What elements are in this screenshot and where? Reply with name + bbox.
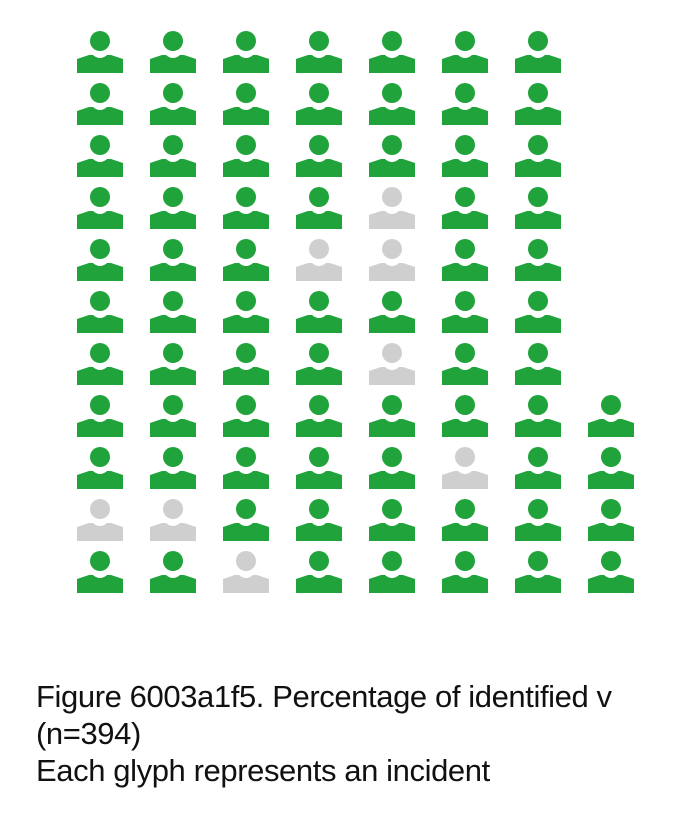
person-icon-identified — [296, 135, 342, 177]
person-icon-identified — [150, 187, 196, 229]
person-icon-identified — [223, 31, 269, 73]
person-icon-identified — [369, 551, 415, 593]
person-icon-identified — [515, 343, 561, 385]
person-icon-unidentified — [296, 239, 342, 281]
person-icon-identified — [296, 551, 342, 593]
person-icon-identified — [588, 447, 634, 489]
person-icon-identified — [369, 447, 415, 489]
person-icon-identified — [296, 499, 342, 541]
person-icon-identified — [369, 83, 415, 125]
person-icon-identified — [223, 187, 269, 229]
person-icon-unidentified — [150, 499, 196, 541]
person-icon-identified — [77, 395, 123, 437]
person-icon-identified — [515, 447, 561, 489]
person-icon-identified — [588, 395, 634, 437]
person-icon-identified — [369, 499, 415, 541]
person-icon-identified — [296, 447, 342, 489]
person-icon-identified — [442, 239, 488, 281]
chart-caption: Figure 6003a1f5. Percentage of identifie… — [36, 678, 699, 789]
person-icon-identified — [223, 135, 269, 177]
person-icon-identified — [223, 447, 269, 489]
person-icon-identified — [515, 291, 561, 333]
person-icon-identified — [515, 395, 561, 437]
person-icon-identified — [77, 135, 123, 177]
person-icon-identified — [150, 447, 196, 489]
person-icon-unidentified — [369, 187, 415, 229]
person-icon-identified — [223, 499, 269, 541]
person-icon-identified — [77, 31, 123, 73]
person-icon-identified — [77, 239, 123, 281]
person-icon-identified — [369, 291, 415, 333]
person-icon-identified — [150, 31, 196, 73]
person-icon-identified — [296, 83, 342, 125]
person-icon-identified — [296, 31, 342, 73]
person-icon-identified — [369, 135, 415, 177]
person-icon-identified — [150, 291, 196, 333]
person-icon-identified — [223, 291, 269, 333]
person-icon-identified — [296, 187, 342, 229]
person-icon-identified — [296, 343, 342, 385]
person-icon-identified — [223, 239, 269, 281]
person-icon-identified — [515, 499, 561, 541]
person-icon-identified — [150, 135, 196, 177]
person-icon-identified — [150, 83, 196, 125]
person-icon-identified — [515, 135, 561, 177]
person-icon-identified — [150, 239, 196, 281]
person-icon-identified — [296, 395, 342, 437]
person-icon-unidentified — [369, 343, 415, 385]
person-icon-identified — [77, 343, 123, 385]
person-icon-unidentified — [77, 499, 123, 541]
chart-note: Each glyph represents an incident — [36, 753, 490, 788]
person-icon-identified — [442, 291, 488, 333]
person-icon-identified — [150, 343, 196, 385]
person-icon-unidentified — [223, 551, 269, 593]
person-icon-identified — [588, 499, 634, 541]
person-icon-identified — [515, 83, 561, 125]
person-icon-identified — [77, 551, 123, 593]
person-icon-unidentified — [369, 239, 415, 281]
person-icon-identified — [442, 551, 488, 593]
person-icon-identified — [150, 395, 196, 437]
person-icon-identified — [515, 187, 561, 229]
pictograph-chart — [77, 31, 634, 593]
person-icon-identified — [442, 395, 488, 437]
person-icon-identified — [588, 551, 634, 593]
person-icon-identified — [369, 31, 415, 73]
person-icon-identified — [442, 31, 488, 73]
person-icon-identified — [442, 343, 488, 385]
person-icon-identified — [77, 447, 123, 489]
person-icon-identified — [515, 239, 561, 281]
person-icon-identified — [442, 135, 488, 177]
person-icon-unidentified — [442, 447, 488, 489]
person-icon-identified — [296, 291, 342, 333]
chart-subtitle: (n=394) — [36, 716, 141, 751]
person-icon-identified — [515, 551, 561, 593]
person-icon-identified — [77, 291, 123, 333]
person-icon-identified — [442, 83, 488, 125]
person-icon-identified — [515, 31, 561, 73]
person-icon-identified — [442, 499, 488, 541]
person-icon-identified — [442, 187, 488, 229]
person-icon-identified — [223, 395, 269, 437]
person-icon-identified — [77, 83, 123, 125]
person-icon-identified — [150, 551, 196, 593]
person-icon-identified — [223, 343, 269, 385]
person-icon-identified — [223, 83, 269, 125]
chart-title: Figure 6003a1f5. Percentage of identifie… — [36, 679, 612, 714]
person-icon-identified — [369, 395, 415, 437]
person-icon-identified — [77, 187, 123, 229]
